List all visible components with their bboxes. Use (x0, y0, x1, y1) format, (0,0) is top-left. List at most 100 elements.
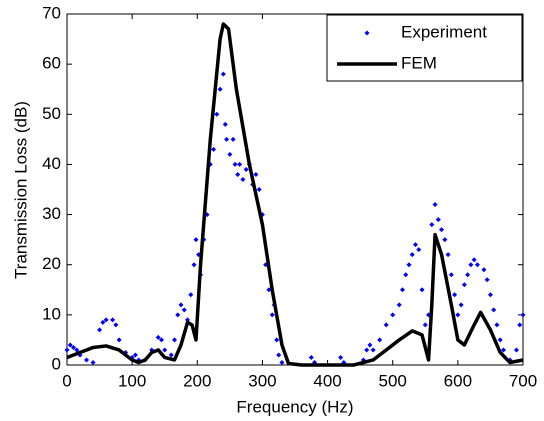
data-point (188, 292, 194, 298)
data-point (429, 222, 435, 228)
data-point (71, 344, 77, 350)
data-point (396, 302, 402, 308)
data-point (214, 111, 220, 117)
data-point (442, 237, 448, 243)
data-point (448, 272, 454, 278)
x-tick-label: 600 (444, 371, 472, 390)
data-point (487, 292, 493, 298)
data-point (432, 202, 438, 208)
x-tick-label: 700 (509, 371, 537, 390)
data-point (406, 262, 412, 268)
y-tick-label: 50 (42, 104, 61, 123)
data-point (276, 352, 282, 358)
data-point (455, 312, 461, 318)
data-point (520, 312, 526, 318)
data-point (253, 171, 259, 177)
data-point (158, 337, 164, 343)
data-point (377, 337, 383, 343)
data-point (399, 287, 405, 293)
data-point (211, 146, 217, 152)
data-point (517, 322, 523, 328)
x-tick-label: 0 (62, 371, 71, 390)
data-point (193, 237, 199, 243)
data-point (100, 319, 106, 325)
data-point (419, 287, 425, 293)
data-point (494, 322, 500, 328)
data-point (230, 136, 236, 142)
y-tick-label: 30 (42, 204, 61, 223)
data-point (256, 187, 262, 192)
data-point (217, 86, 223, 92)
data-point (222, 121, 228, 127)
data-point (338, 354, 344, 360)
data-point (191, 262, 197, 268)
legend-label: Experiment (401, 22, 487, 41)
data-point (132, 352, 138, 358)
data-point (416, 247, 422, 253)
data-point (74, 347, 80, 353)
data-point (181, 307, 187, 313)
data-point (155, 334, 161, 340)
data-point (422, 322, 428, 328)
y-tick-label: 10 (42, 304, 61, 323)
legend-label: FEM (401, 53, 437, 72)
data-point (64, 347, 70, 353)
data-point (308, 354, 314, 360)
data-point (67, 342, 73, 348)
data-point (474, 262, 480, 268)
data-point (116, 337, 122, 343)
data-line (66, 22, 524, 367)
data-point (471, 257, 477, 263)
y-tick-label: 40 (42, 154, 61, 173)
legend-marker (364, 30, 370, 36)
data-point (452, 292, 458, 298)
x-axis-label: Frequency (Hz) (236, 397, 353, 416)
data-point (232, 161, 238, 167)
y-axis-label: Transmission Loss (dB) (11, 101, 30, 279)
data-point (484, 277, 490, 283)
data-point (383, 322, 389, 328)
data-point (491, 307, 497, 313)
data-point (274, 337, 280, 343)
data-point (279, 359, 285, 365)
data-point (364, 347, 370, 353)
data-point (103, 317, 109, 323)
data-point (84, 357, 90, 363)
data-point (178, 302, 184, 308)
data-point (458, 302, 464, 308)
data-point (175, 312, 181, 318)
y-tick-label: 0 (52, 354, 61, 373)
data-point (110, 317, 116, 323)
y-tick-label: 70 (42, 3, 61, 22)
data-point (243, 166, 249, 172)
y-tick-label: 20 (42, 254, 61, 273)
data-point (445, 252, 451, 258)
data-point (468, 262, 474, 268)
y-tick-label: 60 (42, 54, 61, 73)
data-point (513, 347, 519, 353)
data-point (266, 287, 272, 293)
data-point (235, 171, 241, 177)
data-point (465, 272, 471, 278)
data-point (90, 359, 96, 365)
data-point (171, 337, 177, 343)
data-point (409, 252, 415, 258)
data-point (224, 136, 230, 142)
data-point (162, 347, 168, 353)
data-point (461, 282, 467, 288)
data-point (403, 272, 409, 278)
data-point (269, 312, 275, 318)
x-tick-label: 200 (183, 371, 211, 390)
data-point (370, 347, 376, 353)
data-point (435, 217, 441, 223)
data-point (497, 337, 503, 343)
data-point (237, 161, 243, 167)
data-point (168, 352, 174, 358)
x-tick-label: 500 (379, 371, 407, 390)
data-point (413, 242, 419, 248)
legend-box (326, 14, 523, 82)
data-point (227, 151, 233, 157)
data-point (220, 71, 226, 77)
data-point (113, 322, 119, 328)
